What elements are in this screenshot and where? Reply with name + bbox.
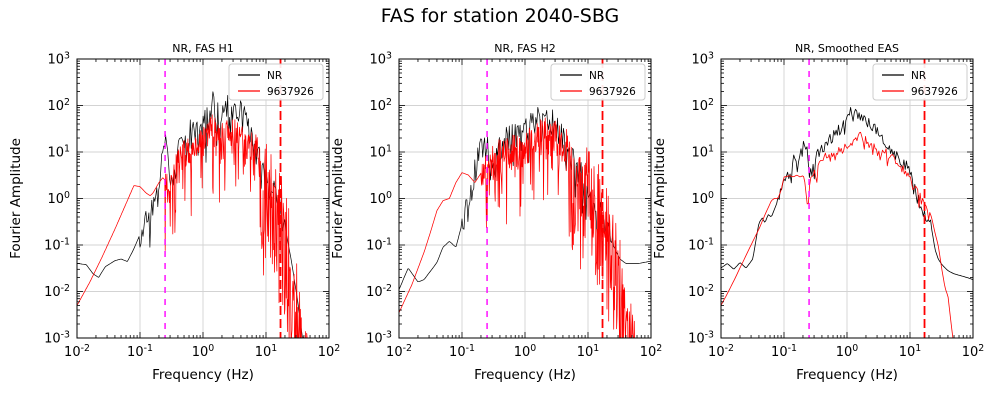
x-axis-label: Frequency (Hz) xyxy=(152,367,254,383)
series-group xyxy=(77,91,308,338)
y-tick-label: 10-3 xyxy=(366,330,392,347)
x-tick-label: 100 xyxy=(514,343,537,360)
y-axis-label: Fourier Amplitude xyxy=(330,138,346,259)
y-tick-label: 103 xyxy=(691,51,714,68)
y-tick-label: 102 xyxy=(369,97,392,114)
y-tick-label: 103 xyxy=(369,51,392,68)
y-tick-label: 10-2 xyxy=(366,283,392,300)
axis-ticks xyxy=(720,58,974,339)
subplot-title: NR, FAS H1 xyxy=(172,42,233,55)
x-tick-label: 101 xyxy=(255,343,278,360)
series-group xyxy=(399,106,651,338)
y-tick-label: 101 xyxy=(691,144,714,161)
x-tick-label: 10-2 xyxy=(386,343,412,360)
legend-label: 9637926 xyxy=(267,86,314,98)
y-tick-label: 10-3 xyxy=(688,330,714,347)
x-tick-label: 10-2 xyxy=(708,343,734,360)
axis-ticks xyxy=(76,58,330,339)
y-tick-label: 102 xyxy=(47,97,70,114)
figure-title: FAS for station 2040-SBG xyxy=(380,5,620,27)
x-tick-label: 10-2 xyxy=(64,343,90,360)
series-line-9637926 xyxy=(77,114,308,338)
y-axis-label: Fourier Amplitude xyxy=(652,138,668,259)
subplot-nr-smoothed-eas: 10-2 10-1 100 101 10210310210110010-110-210-… xyxy=(652,42,984,383)
y-axis-label: Fourier Amplitude xyxy=(8,138,24,259)
legend: NR 9637926 xyxy=(872,63,968,101)
series-line-9637926 xyxy=(399,117,636,338)
y-tick-label: 10-2 xyxy=(44,283,70,300)
legend-label: 9637926 xyxy=(911,86,958,98)
x-axis-label: Frequency (Hz) xyxy=(796,367,898,383)
x-tick-label: 100 xyxy=(192,343,215,360)
y-tick-label: 100 xyxy=(369,190,392,207)
subplot-nr-fas-h1: 10-2 10-1 100 101 10210310210110010-110-210-… xyxy=(8,42,340,383)
y-tick-label: 103 xyxy=(47,51,70,68)
x-tick-label: 10-1 xyxy=(127,343,153,360)
x-tick-label: 102 xyxy=(962,343,985,360)
x-tick-label: 102 xyxy=(640,343,663,360)
x-tick-label: 100 xyxy=(836,343,859,360)
x-tick-label: 10-1 xyxy=(771,343,797,360)
axis-ticks xyxy=(398,58,652,339)
legend-label: NR xyxy=(267,70,282,82)
legend-label: 9637926 xyxy=(589,86,636,98)
y-tick-label: 101 xyxy=(47,144,70,161)
x-axis-label: Frequency (Hz) xyxy=(474,367,576,383)
legend-label: NR xyxy=(911,70,926,82)
y-tick-label: 10-1 xyxy=(44,237,70,254)
y-tick-label: 102 xyxy=(691,97,714,114)
subplot-title: NR, FAS H2 xyxy=(494,42,555,55)
y-tick-label: 10-2 xyxy=(688,283,714,300)
subplot-title: NR, Smoothed EAS xyxy=(795,42,899,55)
y-tick-label: 101 xyxy=(369,144,392,161)
legend-label: NR xyxy=(589,70,604,82)
legend: NR 9637926 xyxy=(550,63,646,101)
legend: NR 9637926 xyxy=(228,63,324,101)
series-line-9637926 xyxy=(721,131,954,338)
subplot-nr-fas-h2: 10-2 10-1 100 101 10210310210110010-110-210-… xyxy=(330,42,662,383)
x-tick-label: 101 xyxy=(577,343,600,360)
y-tick-label: 10-1 xyxy=(688,237,714,254)
series-line-nr xyxy=(77,91,303,338)
x-tick-label: 102 xyxy=(318,343,341,360)
grid-lines xyxy=(721,59,973,338)
y-tick-label: 100 xyxy=(47,190,70,207)
y-tick-label: 100 xyxy=(691,190,714,207)
series-group xyxy=(721,107,973,338)
grid-lines xyxy=(77,59,329,338)
x-tick-label: 101 xyxy=(899,343,922,360)
y-tick-label: 10-1 xyxy=(366,237,392,254)
y-tick-label: 10-3 xyxy=(44,330,70,347)
x-tick-label: 10-1 xyxy=(449,343,475,360)
